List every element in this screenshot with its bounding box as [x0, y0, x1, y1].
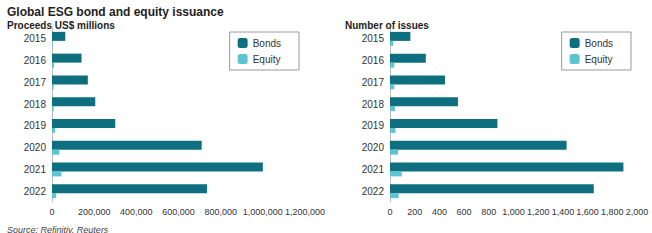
svg-text:1,800: 1,800 [601, 207, 624, 217]
svg-text:2021: 2021 [362, 164, 385, 175]
svg-text:2019: 2019 [24, 120, 47, 131]
svg-text:1,200: 1,200 [527, 207, 550, 217]
svg-text:600,000: 600,000 [162, 207, 195, 217]
svg-text:Proceeds US$ millions: Proceeds US$ millions [7, 20, 115, 31]
svg-text:600: 600 [457, 207, 472, 217]
svg-text:400,000: 400,000 [120, 207, 153, 217]
svg-text:1,600: 1,600 [576, 207, 599, 217]
svg-text:1,400: 1,400 [552, 207, 575, 217]
svg-text:Global ESG bond and equity iss: Global ESG bond and equity issuance [7, 5, 224, 19]
svg-text:2018: 2018 [24, 99, 47, 110]
svg-text:0: 0 [387, 207, 392, 217]
svg-text:2017: 2017 [362, 77, 385, 88]
svg-text:Number of issues: Number of issues [345, 20, 429, 31]
svg-text:1,000: 1,000 [502, 207, 525, 217]
svg-text:1,200,000: 1,200,000 [285, 207, 325, 217]
svg-text:Source: Refinitiv, Reuters: Source: Refinitiv, Reuters [7, 225, 109, 233]
svg-text:2015: 2015 [24, 33, 47, 44]
svg-text:Equity: Equity [253, 54, 281, 65]
svg-text:2016: 2016 [24, 55, 47, 66]
svg-text:200,000: 200,000 [78, 207, 111, 217]
svg-text:Bonds: Bonds [253, 38, 281, 49]
svg-text:2018: 2018 [362, 99, 385, 110]
svg-text:Equity: Equity [585, 54, 613, 65]
svg-text:800: 800 [481, 207, 496, 217]
svg-text:2016: 2016 [362, 55, 385, 66]
svg-text:400: 400 [432, 207, 447, 217]
svg-text:200: 200 [407, 207, 422, 217]
svg-text:0: 0 [49, 207, 54, 217]
svg-text:2020: 2020 [24, 142, 47, 153]
svg-text:2021: 2021 [24, 164, 47, 175]
svg-text:1,000,000: 1,000,000 [243, 207, 283, 217]
svg-text:2015: 2015 [362, 33, 385, 44]
svg-text:2022: 2022 [362, 186, 385, 197]
svg-text:2019: 2019 [362, 120, 385, 131]
svg-text:2,000: 2,000 [626, 207, 649, 217]
svg-text:Bonds: Bonds [585, 38, 613, 49]
svg-text:800,000: 800,000 [204, 207, 237, 217]
svg-text:2022: 2022 [24, 186, 47, 197]
svg-text:2020: 2020 [362, 142, 385, 153]
svg-text:2017: 2017 [24, 77, 47, 88]
